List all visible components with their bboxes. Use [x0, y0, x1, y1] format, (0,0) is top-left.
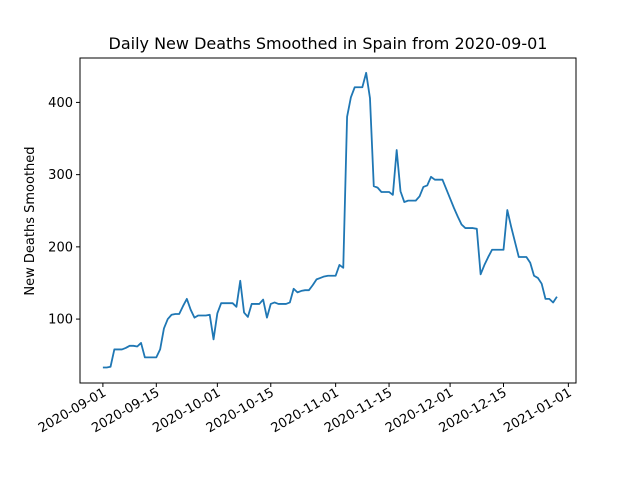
y-tick-label: 400 [48, 96, 73, 111]
y-tick-label: 100 [48, 313, 73, 328]
y-tick-label: 200 [48, 240, 73, 255]
y-tick-label: 300 [48, 168, 73, 183]
y-axis-label: New Deaths Smoothed [23, 146, 38, 295]
chart-title: Daily New Deaths Smoothed in Spain from … [109, 34, 548, 53]
plot-frame [79, 57, 577, 384]
x-tick-label: 2021-01-01 [501, 385, 574, 436]
data-line [102, 71, 558, 369]
